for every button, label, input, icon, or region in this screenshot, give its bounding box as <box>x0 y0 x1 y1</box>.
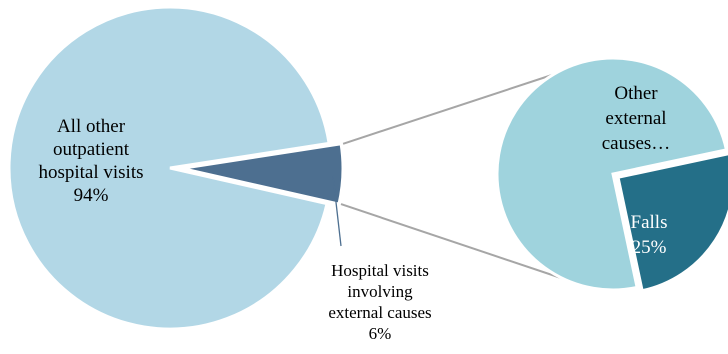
connector-line-bottom <box>340 203 574 283</box>
label-external-causes-value: 6% <box>369 324 392 343</box>
label-other-external-causes: Other external causes… <box>602 83 671 154</box>
label-other-external-causes-line: Other <box>614 83 658 104</box>
slice-labels: All other outpatient hospital visits 94% Hos… <box>38 83 670 343</box>
label-all-other-visits-line: outpatient <box>53 139 130 160</box>
label-external-causes-line: involving <box>347 282 413 301</box>
label-other-external-causes-line: causes… <box>602 133 671 154</box>
label-other-external-causes-line: external <box>605 108 666 129</box>
label-external-causes-line: external causes <box>328 303 431 322</box>
label-all-other-visits-line: hospital visits <box>38 162 143 183</box>
main-pie-slice-all-other-visits <box>7 5 331 331</box>
label-falls: Falls 25% <box>631 212 668 258</box>
main-pie <box>7 5 345 331</box>
label-all-other-visits-line: All other <box>57 116 126 137</box>
main-pie-slice-external-causes <box>181 142 345 206</box>
leader-line-external-causes <box>332 175 342 247</box>
secondary-pie-slice-other-external-causes <box>495 56 728 292</box>
connector-line-top <box>342 72 559 145</box>
secondary-pie <box>495 56 728 293</box>
connector-lines <box>340 72 574 283</box>
secondary-pie-slice-falls <box>616 152 728 293</box>
label-external-causes-line: Hospital visits <box>331 261 429 280</box>
label-external-causes: Hospital visits involving external causes 6… <box>328 261 431 343</box>
label-all-other-visits: All other outpatient hospital visits 94% <box>38 116 143 206</box>
label-all-other-visits-value: 94% <box>74 185 109 206</box>
leader-lines <box>332 175 342 247</box>
label-falls-value: 25% <box>632 237 667 258</box>
label-falls-line: Falls <box>631 212 668 233</box>
